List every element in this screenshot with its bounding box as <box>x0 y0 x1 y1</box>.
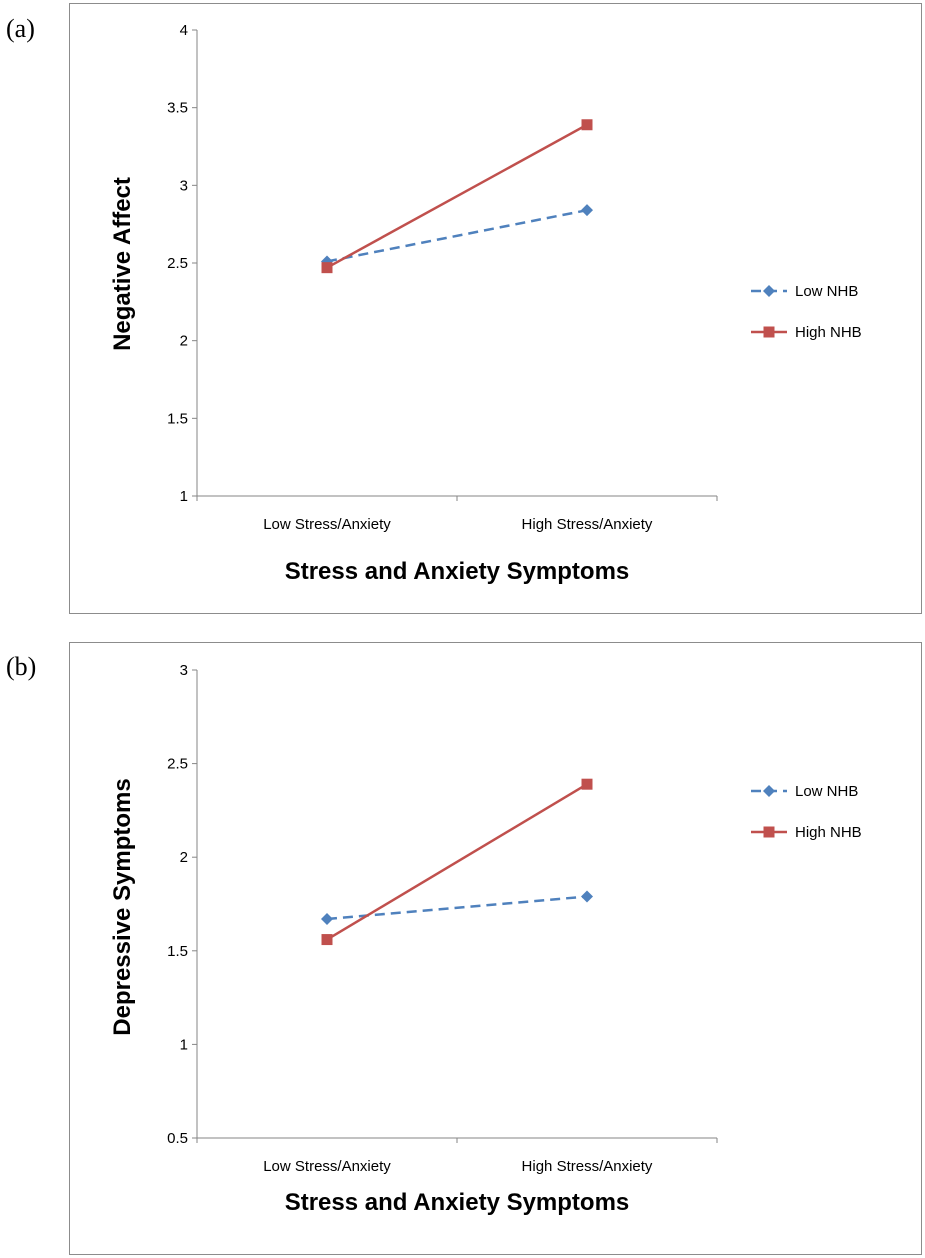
panel-a-y-tick-label: 2 <box>180 333 188 350</box>
panel-b-letter: (b) <box>6 652 37 681</box>
panel-a-series-low-nhb-line <box>326 208 588 263</box>
panel-a-letter: (a) <box>6 14 35 43</box>
panel-b-x-category-label: Low Stress/Anxiety <box>263 1158 391 1175</box>
panel-a-series-high-nhb-point <box>321 262 333 274</box>
panel-b-x-category-label: High Stress/Anxiety <box>522 1158 653 1175</box>
panel-a-series-low-nhb-point <box>581 204 593 217</box>
panel-b-series-low-nhb-line <box>326 895 588 921</box>
panel-a-y-tick-label: 3 <box>180 177 188 194</box>
panel-a-series-high-nhb-line <box>326 123 588 269</box>
panel-a-legend-high-nhb-label: High NHB <box>795 324 862 341</box>
panel-a-y-tick-label: 1 <box>180 488 188 505</box>
panel-b-x-axis-title: Stress and Anxiety Symptoms <box>285 1189 630 1216</box>
panel-b-legend-high-nhb-marker <box>763 826 775 838</box>
panel-b-y-axis-title: Depressive Symptoms <box>109 778 136 1035</box>
panel-a-x-category-label: High Stress/Anxiety <box>522 516 653 533</box>
panel-b-series-high-nhb-line <box>326 783 588 941</box>
panel-b-y-tick-label: 0.5 <box>167 1130 188 1147</box>
panel-b-series-low-nhb-point <box>321 912 333 925</box>
panel-a-chart: 1 1.5 2 2.5 3 3.5 4 Low Stress/Anxiety High Stre… <box>109 22 862 585</box>
panel-b-series-low-nhb-point <box>581 890 593 903</box>
panel-b-y-tick-label: 3 <box>180 662 188 679</box>
panel-b-series-high-nhb-point <box>581 778 593 790</box>
panel-a-x-category-label: Low Stress/Anxiety <box>263 516 391 533</box>
panel-b-legend-low-nhb-label: Low NHB <box>795 783 858 800</box>
panel-a-legend-high-nhb-marker <box>763 326 775 338</box>
panel-b-y-tick-label: 2 <box>180 849 188 866</box>
panel-a-x-axis-title: Stress and Anxiety Symptoms <box>285 558 630 585</box>
panel-b-y-tick-label: 1.5 <box>167 943 188 960</box>
panel-a-y-tick-label: 2.5 <box>167 255 188 272</box>
panel-a-y-axis-title: Negative Affect <box>109 177 136 351</box>
panel-a-legend-low-nhb-marker <box>763 285 775 297</box>
panel-b-legend-low-nhb-marker <box>763 785 775 797</box>
panel-a-legend-low-nhb-label: Low NHB <box>795 283 858 300</box>
panel-b-legend-high-nhb-label: High NHB <box>795 824 862 841</box>
panel-a-y-tick-label: 3.5 <box>167 100 188 117</box>
panel-a-y-tick-label: 1.5 <box>167 410 188 427</box>
panel-b-y-tick-label: 2.5 <box>167 756 188 773</box>
panel-a-frame: 1 1.5 2 2.5 3 3.5 4 Low Stress/Anxiety High Stre… <box>69 3 922 614</box>
panel-b-y-tick-label: 1 <box>180 1036 188 1053</box>
panel-b-frame: 0.5 1 1.5 2 2.5 3 Low Stress/Anxiety High Stres… <box>69 642 922 1255</box>
panel-b-chart: 0.5 1 1.5 2 2.5 3 Low Stress/Anxiety High Stres… <box>109 662 862 1216</box>
panel-a-y-tick-label: 4 <box>180 22 188 39</box>
panel-b-series-high-nhb-point <box>321 934 333 946</box>
panel-a-series-high-nhb-point <box>581 119 593 131</box>
